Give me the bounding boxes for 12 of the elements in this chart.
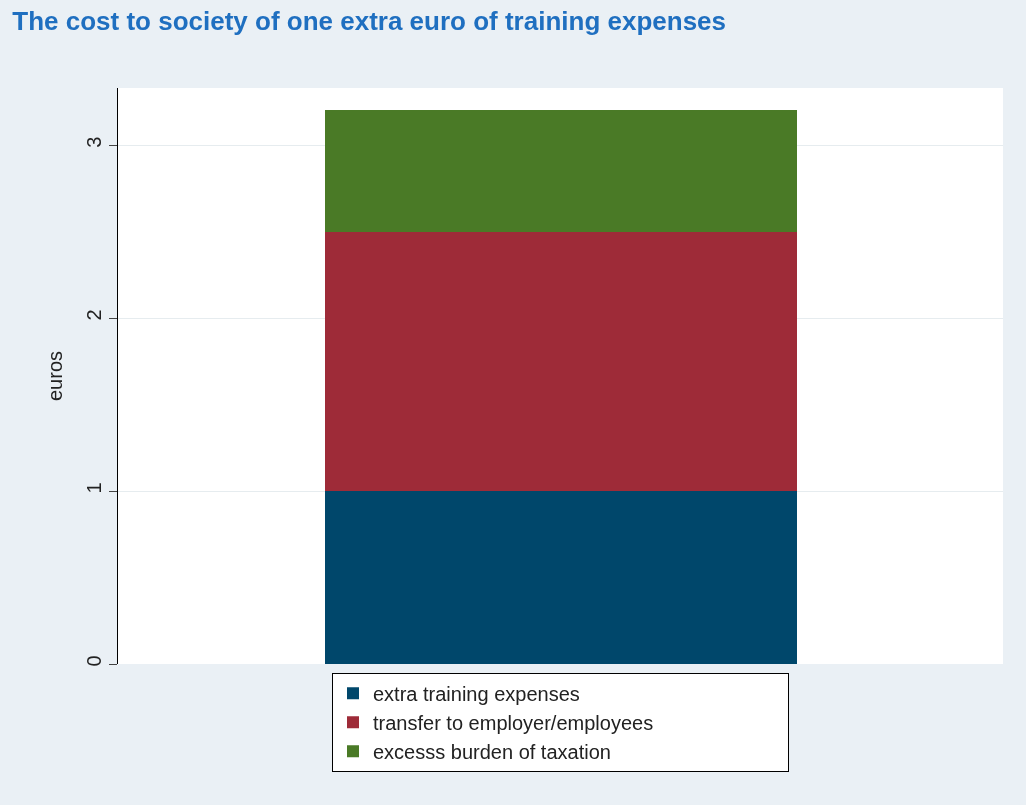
bar xyxy=(324,491,797,664)
y-tick-label: 3 xyxy=(83,136,105,148)
chart-title: The cost to society of one extra euro of training expenses xyxy=(12,6,727,37)
bar xyxy=(324,110,797,232)
y-tick-label: 1 xyxy=(83,482,105,494)
bar xyxy=(324,231,797,492)
legend-label: extra training expenses xyxy=(373,682,580,705)
y-tick-label: 0 xyxy=(83,655,105,667)
y-tick-label: 2 xyxy=(83,309,105,321)
legend-label: excesss burden of taxation xyxy=(373,740,611,763)
legend-label: transfer to employer/employees xyxy=(373,711,654,734)
y-axis-title: euros xyxy=(43,350,66,402)
